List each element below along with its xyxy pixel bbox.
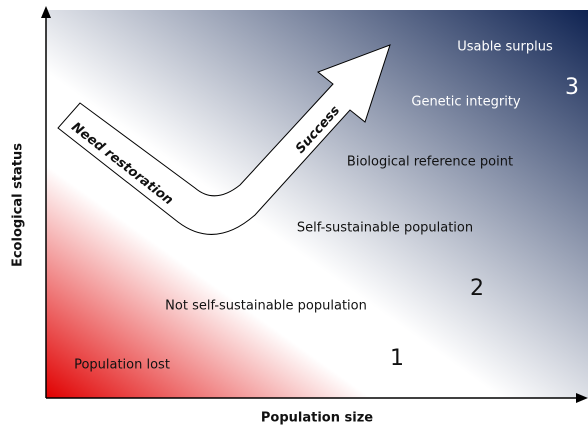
x-axis-arrow bbox=[576, 393, 588, 403]
region-label: Genetic integrity bbox=[411, 95, 521, 110]
region-label: Not self-sustainable population bbox=[165, 299, 367, 314]
status-gradient bbox=[46, 10, 588, 398]
region-label: Usable surplus bbox=[457, 40, 553, 55]
y-axis-label: Ecological status bbox=[11, 143, 26, 267]
x-axis-label: Population size bbox=[261, 411, 373, 426]
zone-number: 3 bbox=[565, 75, 579, 100]
zone-number: 2 bbox=[470, 276, 484, 301]
region-label: Population lost bbox=[74, 358, 170, 373]
zone-number: 1 bbox=[390, 346, 404, 371]
region-label: Biological reference point bbox=[347, 155, 513, 170]
region-label: Self-sustainable population bbox=[297, 221, 473, 236]
progress-arrow bbox=[57, 44, 391, 235]
y-axis-arrow bbox=[41, 6, 51, 18]
